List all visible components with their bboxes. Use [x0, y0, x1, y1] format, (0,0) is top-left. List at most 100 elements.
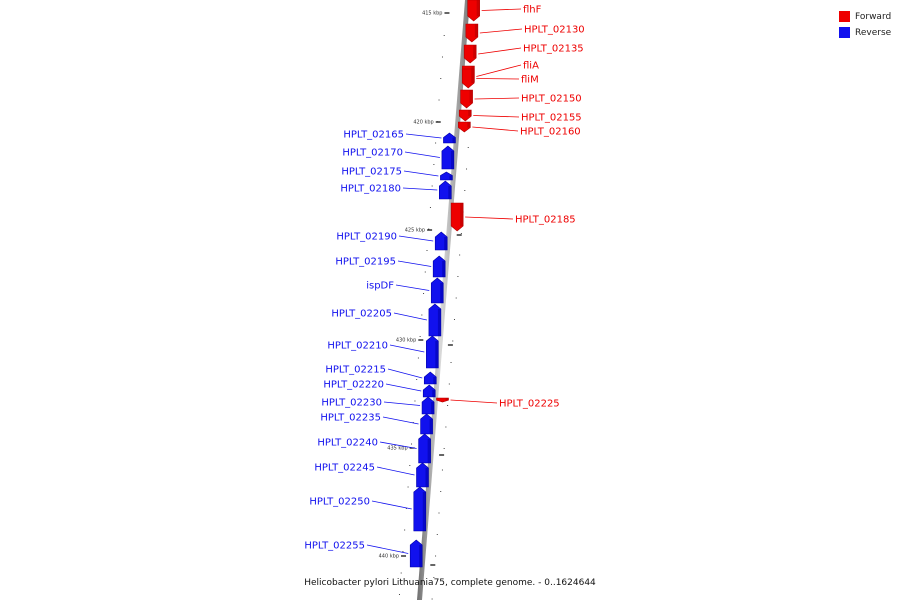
- scale-minor-tick: [436, 121, 438, 122]
- gene-hplt-02195[interactable]: [432, 255, 446, 278]
- gene-shade: [422, 492, 426, 531]
- gene-hplt-02220[interactable]: [422, 384, 436, 398]
- legend-item-reverse: Reverse: [839, 25, 891, 40]
- gene-leader-line: [403, 170, 439, 177]
- gene-label-hplt-02250[interactable]: HPLT_02250: [309, 497, 370, 508]
- gene-flhf[interactable]: [467, 0, 480, 22]
- gene-hplt-02130[interactable]: [465, 23, 479, 43]
- gene-label-hplt-02195[interactable]: HPLT_02195: [335, 257, 396, 268]
- legend: Forward Reverse: [839, 9, 891, 41]
- gene-label-hplt-02240[interactable]: HPLT_02240: [317, 438, 378, 449]
- gene-shade: [427, 439, 431, 463]
- gene-label-flim[interactable]: fliM: [521, 75, 539, 86]
- scale-minor-tick: [464, 190, 466, 191]
- gene-shade: [425, 468, 429, 487]
- scale-minor-tick: [416, 379, 418, 380]
- scale-minor-tick: [421, 314, 423, 316]
- scale-label: 425 kbp: [405, 228, 425, 234]
- gene-flim[interactable]: [461, 68, 475, 89]
- gene-label-hplt-02205[interactable]: HPLT_02205: [331, 309, 392, 320]
- gene-label-hplt-02165[interactable]: HPLT_02165: [343, 130, 404, 141]
- gene-shade: [445, 398, 449, 401]
- gene-label-hplt-02170[interactable]: HPLT_02170: [342, 148, 403, 159]
- gene-leader-line: [397, 260, 432, 267]
- gene-label-hplt-02190[interactable]: HPLT_02190: [336, 232, 397, 243]
- gene-shade: [467, 122, 471, 128]
- gene-hplt-02180[interactable]: [438, 180, 452, 200]
- gene-label-hplt-02180[interactable]: HPLT_02180: [340, 184, 401, 195]
- scale-minor-tick: [407, 486, 409, 488]
- gene-hplt-02160[interactable]: [458, 121, 471, 133]
- gene-hplt-02230[interactable]: [421, 396, 435, 415]
- gene-hplt-02185[interactable]: [450, 202, 464, 232]
- gene-leader-line: [398, 235, 434, 242]
- scale-minor-tick: [419, 336, 421, 337]
- gene-label-hplt-02235[interactable]: HPLT_02235: [320, 413, 381, 424]
- gene-label-hplt-02245[interactable]: HPLT_02245: [314, 463, 375, 474]
- gene-shade: [435, 341, 439, 368]
- gene-hplt-02175[interactable]: [440, 171, 453, 181]
- gene-label-hplt-02130[interactable]: HPLT_02130: [524, 25, 585, 36]
- scale-minor-tick: [426, 250, 428, 251]
- gene-hplt-02165[interactable]: [443, 132, 456, 144]
- gene-label-flia[interactable]: fliA: [523, 61, 539, 72]
- gene-shade: [471, 69, 475, 83]
- scale-label: 415 kbp: [422, 11, 442, 17]
- scale-minor-tick: [423, 293, 425, 294]
- gene-label-ispdf[interactable]: ispDF: [366, 281, 394, 292]
- gene-shade: [452, 137, 456, 143]
- gene-label-hplt-02155[interactable]: HPLT_02155: [521, 113, 582, 124]
- scale-minor-tick: [466, 168, 468, 170]
- gene-shade: [469, 90, 473, 103]
- gene-label-hplt-02150[interactable]: HPLT_02150: [521, 94, 582, 105]
- gene-hplt-02240[interactable]: [418, 433, 431, 464]
- legend-item-forward: Forward: [839, 9, 891, 24]
- gene-hplt-02170[interactable]: [441, 145, 455, 170]
- gene-hplt-02150[interactable]: [460, 89, 473, 109]
- scale-minor-tick: [431, 185, 433, 187]
- gene-label-hplt-02225[interactable]: HPLT_02225: [499, 399, 560, 410]
- gene-hplt-02255[interactable]: [409, 539, 423, 568]
- gene-leader-line: [478, 47, 522, 55]
- gene-hplt-02205[interactable]: [428, 303, 442, 337]
- gene-label-hplt-02210[interactable]: HPLT_02210: [327, 341, 388, 352]
- scale-minor-tick: [417, 357, 419, 359]
- gene-label-hplt-02185[interactable]: HPLT_02185: [515, 215, 576, 226]
- gene-label-hplt-02175[interactable]: HPLT_02175: [341, 167, 402, 178]
- gene-shade: [419, 545, 423, 567]
- gene-hplt-02225[interactable]: [436, 397, 449, 403]
- scale-minor-tick: [453, 319, 455, 320]
- gene-hplt-02250[interactable]: [413, 486, 427, 532]
- gene-leader-line: [473, 115, 520, 118]
- gene-hplt-02190[interactable]: [434, 231, 448, 251]
- gene-leader-line: [376, 466, 415, 476]
- gene-leader-line: [395, 284, 430, 291]
- scale-minor-tick: [398, 594, 400, 595]
- gene-hplt-02135[interactable]: [463, 44, 477, 64]
- gene-label-hplt-02215[interactable]: HPLT_02215: [325, 365, 386, 376]
- gene-leader-line: [393, 312, 427, 321]
- gene-label-hplt-02160[interactable]: HPLT_02160: [520, 127, 581, 138]
- gene-hplt-02235[interactable]: [420, 413, 433, 435]
- gene-label-hplt-02220[interactable]: HPLT_02220: [323, 380, 384, 391]
- scale-label: 440 kbp: [379, 554, 399, 560]
- gene-hplt-02215[interactable]: [423, 371, 437, 385]
- scale-minor-tick: [400, 572, 402, 574]
- gene-label-hplt-02230[interactable]: HPLT_02230: [321, 398, 382, 409]
- gene-leader-line: [476, 78, 520, 80]
- gene-label-hplt-02135[interactable]: HPLT_02135: [523, 44, 584, 55]
- gene-leader-line: [385, 383, 422, 392]
- scale-label: 420 kbp: [413, 120, 433, 126]
- gene-ispdf[interactable]: [430, 277, 444, 304]
- gene-shade: [433, 377, 437, 384]
- gene-label-flhf[interactable]: flhF: [523, 5, 542, 16]
- scale-minor-tick: [412, 422, 414, 423]
- gene-hplt-02210[interactable]: [426, 335, 439, 369]
- gene-hplt-02245[interactable]: [416, 462, 429, 488]
- gene-label-hplt-02255[interactable]: HPLT_02255: [304, 541, 365, 552]
- gene-leader-line: [379, 441, 417, 449]
- gene-layer: [409, 0, 480, 568]
- gene-hplt-02155[interactable]: [458, 109, 472, 122]
- scale-minor-tick: [436, 534, 438, 535]
- scale-minor-tick: [460, 233, 462, 234]
